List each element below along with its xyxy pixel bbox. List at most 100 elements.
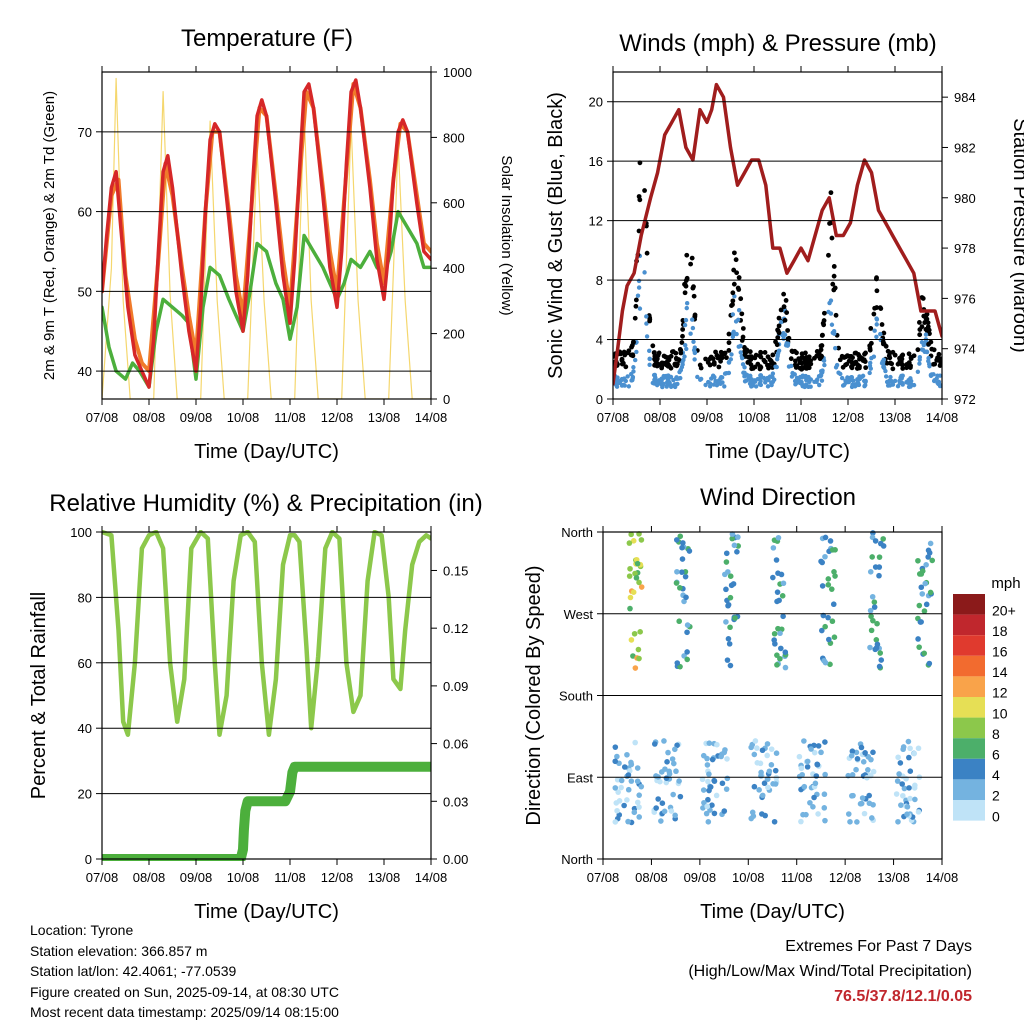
direction-point <box>679 544 685 551</box>
gust-point <box>705 360 711 365</box>
direction-point <box>662 766 668 772</box>
direction-point <box>780 613 786 620</box>
gust-point <box>898 358 903 364</box>
y-axis-label: Percent & Total Rainfall <box>28 592 50 800</box>
direction-point <box>684 629 690 636</box>
x-tick-label: 10/08 <box>732 870 765 885</box>
direction-point <box>721 749 728 756</box>
direction-point <box>703 810 710 817</box>
wind-point <box>883 374 889 379</box>
direction-point <box>634 778 641 785</box>
wind-point <box>936 379 942 385</box>
direction-point <box>822 817 828 824</box>
direction-point <box>871 604 878 610</box>
direction-point <box>723 559 730 565</box>
direction-point <box>917 619 924 625</box>
direction-point <box>782 664 789 671</box>
gust-point <box>892 352 898 358</box>
gust-point <box>782 317 788 323</box>
direction-point <box>759 747 766 754</box>
legend-label: 2 <box>992 788 1000 804</box>
y2-axis-label: Station Pressure (Maroon) <box>1009 118 1024 353</box>
direction-point <box>916 644 922 650</box>
gust-point <box>803 350 808 356</box>
panel-title: Winds (mph) & Pressure (mb) <box>619 30 936 57</box>
x-tick-label: 12/08 <box>832 410 865 425</box>
direction-point <box>770 574 776 581</box>
direction-point <box>683 594 689 601</box>
y2-tick-label: 0.00 <box>443 852 468 867</box>
direction-point <box>808 746 814 752</box>
direction-point <box>657 778 663 785</box>
direction-point <box>632 570 638 577</box>
direction-point <box>922 580 929 587</box>
direction-point <box>676 618 683 625</box>
wind-point <box>740 355 745 361</box>
x-tick-label: 13/08 <box>368 870 401 885</box>
gust-point <box>849 359 855 365</box>
direction-point <box>876 564 883 570</box>
wind-point <box>819 378 825 383</box>
wind-point <box>742 365 747 370</box>
gust-point <box>924 311 930 317</box>
direction-point <box>704 803 711 810</box>
gust-point <box>906 351 912 357</box>
direction-point <box>735 534 741 540</box>
wind-point <box>776 348 782 353</box>
legend-swatch <box>953 758 985 780</box>
direction-point <box>905 738 912 745</box>
direction-point <box>630 538 637 544</box>
wind-point <box>636 285 642 290</box>
direction-point <box>613 800 620 806</box>
wind-point <box>617 380 622 386</box>
wind-point <box>722 384 727 389</box>
wind-point <box>763 380 768 385</box>
panel-title: Relative Humidity (%) & Precipitation (i… <box>49 490 482 517</box>
direction-point <box>628 778 635 784</box>
direction-point <box>798 765 805 772</box>
direction-point <box>800 811 806 818</box>
wind-point <box>921 347 926 353</box>
direction-point <box>679 556 686 562</box>
direction-point <box>700 805 706 811</box>
gust-point <box>644 250 650 256</box>
direction-point <box>680 540 686 546</box>
wind-point <box>734 331 739 337</box>
wind-point <box>808 384 813 389</box>
wind-point <box>881 360 886 365</box>
direction-point <box>734 549 740 555</box>
gust-point <box>937 363 942 368</box>
wind-point <box>826 309 831 315</box>
wind-point <box>829 322 835 327</box>
gust-point <box>736 275 742 280</box>
direction-point <box>752 738 759 744</box>
gust-point <box>775 328 781 334</box>
direction-point <box>661 738 667 744</box>
direction-point <box>636 655 642 662</box>
gust-point <box>849 365 855 371</box>
x-tick-label: 08/08 <box>635 870 668 885</box>
wind-point <box>929 372 934 377</box>
wind-point <box>895 383 901 389</box>
direction-point <box>634 560 641 567</box>
direction-point <box>807 799 813 806</box>
direction-point <box>869 593 876 600</box>
gust-point <box>680 333 685 339</box>
gust-point <box>819 343 825 348</box>
direction-point <box>764 741 771 747</box>
temp-2m-line <box>102 78 431 389</box>
gust-point <box>840 364 846 370</box>
wind-point <box>793 382 798 387</box>
direction-point <box>906 754 912 761</box>
y2-tick-label: 600 <box>443 196 465 211</box>
direction-point <box>866 792 872 799</box>
wind-point <box>745 374 751 379</box>
direction-point <box>636 804 642 810</box>
gust-point <box>762 350 768 355</box>
gust-point <box>829 235 835 241</box>
direction-point <box>770 545 777 551</box>
y2-tick-label: 0.03 <box>443 794 468 809</box>
gust-point <box>680 327 686 332</box>
plot-frame <box>612 71 943 400</box>
